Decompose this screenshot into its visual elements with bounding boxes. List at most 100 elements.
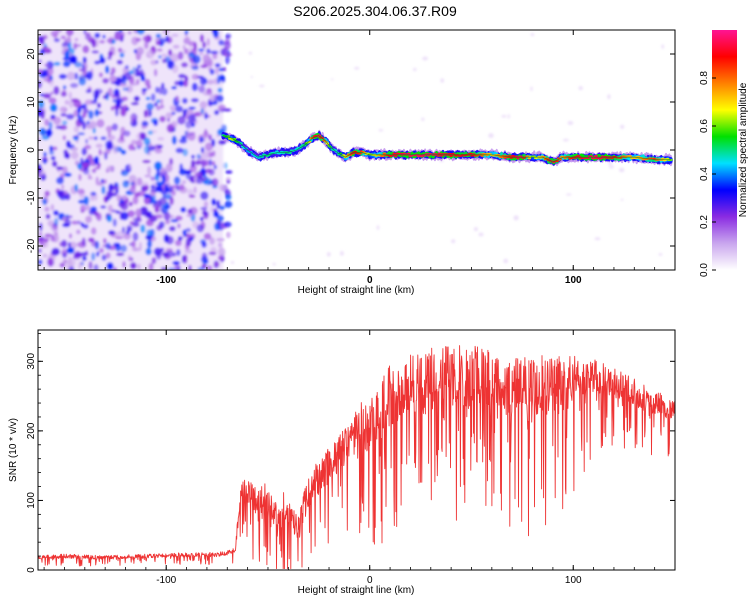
snr-line-path [38, 345, 675, 570]
noise-blob [94, 155, 100, 165]
signal-cell [333, 149, 338, 152]
noise-blob [64, 218, 72, 227]
noise-blob [51, 160, 58, 167]
noise-blob [99, 247, 104, 254]
noise-blob [211, 198, 217, 206]
noise-blob [83, 56, 88, 64]
noise-blob [209, 68, 215, 75]
noise-speck [566, 193, 572, 196]
noise-blob [188, 264, 192, 270]
noise-blob [64, 172, 72, 177]
noise-blob [115, 100, 121, 108]
noise-blob [139, 241, 142, 251]
noise-speck [259, 84, 265, 88]
noise-blob [48, 257, 53, 267]
noise-blob [218, 39, 225, 46]
noise-blob [38, 237, 44, 245]
noise-blob [109, 75, 117, 82]
noise-blob [80, 222, 84, 228]
noise-blob [146, 229, 153, 237]
noise-blob [78, 115, 84, 124]
noise-blob [148, 262, 154, 270]
noise-blob [104, 65, 110, 74]
noise-blob [165, 220, 171, 225]
noise-blob [200, 191, 209, 201]
noise-speck [250, 75, 253, 79]
noise-blob [76, 188, 85, 195]
noise-blob [130, 114, 134, 124]
noise-blob [54, 217, 59, 226]
noise-blob [204, 142, 213, 152]
noise-blob [105, 140, 113, 150]
noise-blob [90, 227, 97, 235]
noise-speck [607, 94, 611, 100]
noise-blob [155, 60, 159, 64]
noise-blob [50, 224, 54, 230]
noise-blob [141, 206, 147, 211]
noise-blob [205, 159, 210, 167]
noise-blob [82, 121, 86, 130]
noise-blob [199, 77, 208, 86]
noise-blob [165, 112, 174, 119]
noise-blob [43, 158, 47, 165]
noise-blob [133, 95, 140, 102]
noise-speck [230, 261, 235, 264]
noise-blob [42, 253, 48, 258]
noise-blob [170, 53, 179, 63]
noise-blob [43, 238, 49, 243]
noise-blob [216, 94, 224, 103]
y-tick-label: 0 [26, 147, 37, 153]
noise-blob [184, 170, 191, 175]
noise-blob [199, 34, 204, 43]
noise-blob [136, 177, 143, 186]
noise-blob [199, 51, 204, 56]
noise-blob [51, 247, 60, 256]
noise-blob [119, 82, 128, 87]
noise-blob [186, 213, 193, 218]
noise-blob [187, 208, 193, 214]
noise-blob [184, 48, 189, 55]
noise-blob [171, 64, 179, 74]
noise-blob [223, 108, 232, 112]
noise-blob [114, 31, 122, 41]
noise-speck [440, 78, 445, 83]
noise-blob [48, 150, 55, 156]
noise-blob [181, 62, 188, 68]
signal-cell [449, 154, 453, 157]
noise-blob [168, 225, 176, 232]
noise-blob [195, 159, 200, 166]
noise-blob [216, 199, 221, 210]
noise-blob [136, 64, 142, 69]
noise-blob [88, 136, 95, 140]
colorbar-tick-label: 0.0 [699, 263, 710, 277]
noise-blob [96, 251, 100, 257]
snr-x-axis-label: Height of straight line (km) [298, 585, 415, 596]
noise-blob [59, 124, 68, 131]
noise-blob [167, 117, 170, 122]
noise-blob [112, 218, 117, 227]
x-tick-label: 0 [367, 575, 373, 586]
x-tick-label: 100 [565, 275, 582, 286]
y-tick-label: 100 [26, 492, 37, 509]
noise-blob [135, 139, 143, 149]
noise-blob [134, 192, 141, 198]
noise-blob [155, 86, 160, 94]
noise-blob [179, 138, 188, 144]
x-tick-label: 100 [565, 575, 582, 586]
noise-blob [99, 39, 106, 44]
noise-blob [167, 267, 176, 270]
noise-blob [98, 148, 102, 156]
noise-blob [206, 38, 210, 47]
noise-blob [180, 206, 187, 213]
spectrogram-y-ticks: -20 -10 0 10 20 [26, 34, 675, 266]
noise-blob [66, 247, 75, 254]
x-tick-label: -100 [156, 575, 176, 586]
noise-blob [120, 149, 127, 155]
noise-blob [161, 82, 165, 90]
noise-blob [94, 32, 101, 39]
noise-blob [55, 120, 60, 127]
noise-speck [619, 167, 625, 173]
noise-blob [209, 93, 216, 103]
y-tick-label: -20 [26, 238, 37, 253]
noise-blob [66, 37, 71, 43]
